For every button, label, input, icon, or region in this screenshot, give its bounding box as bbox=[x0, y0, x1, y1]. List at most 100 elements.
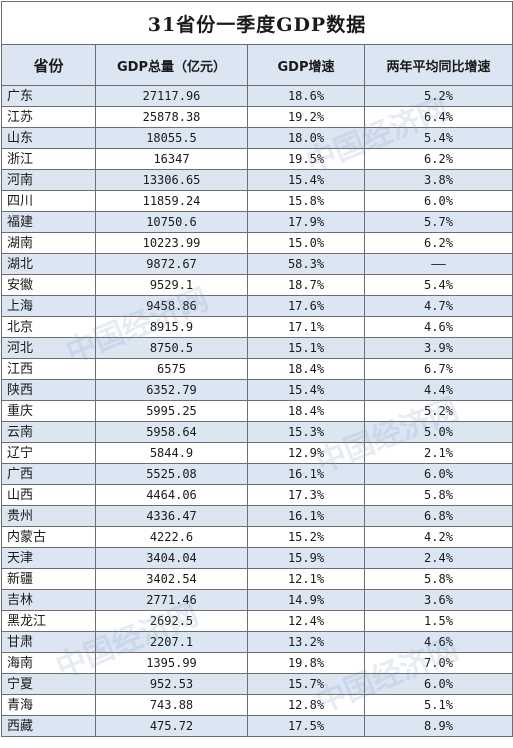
gdp-growth-cell: 15.4% bbox=[247, 169, 365, 191]
gdp-total-cell: 18055.5 bbox=[95, 127, 248, 149]
gdp-total-cell: 9529.1 bbox=[95, 274, 248, 296]
table-row: 甘肃 2207.1 13.2% 4.6% bbox=[1, 631, 513, 653]
table-row: 云南 5958.64 15.3% 5.0% bbox=[1, 421, 513, 443]
table-row: 重庆 5995.25 18.4% 5.2% bbox=[1, 400, 513, 422]
two-year-growth-cell: 6.7% bbox=[364, 358, 513, 380]
gdp-growth-cell: 19.2% bbox=[247, 106, 365, 128]
province-cell: 黑龙江 bbox=[1, 610, 96, 632]
table-row: 广西 5525.08 16.1% 6.0% bbox=[1, 463, 513, 485]
two-year-growth-cell: 6.4% bbox=[364, 106, 513, 128]
province-cell: 云南 bbox=[1, 421, 96, 443]
two-year-growth-cell: 4.4% bbox=[364, 379, 513, 401]
gdp-total-cell: 4222.6 bbox=[95, 526, 248, 548]
two-year-growth-cell: 5.2% bbox=[364, 85, 513, 107]
two-year-growth-cell: 6.2% bbox=[364, 232, 513, 254]
table-row: 内蒙古 4222.6 15.2% 4.2% bbox=[1, 526, 513, 548]
table-row: 江西 6575 18.4% 6.7% bbox=[1, 358, 513, 380]
table-row: 河北 8750.5 15.1% 3.9% bbox=[1, 337, 513, 359]
two-year-growth-cell: 5.2% bbox=[364, 400, 513, 422]
gdp-growth-cell: 18.6% bbox=[247, 85, 365, 107]
table-row: 海南 1395.99 19.8% 7.0% bbox=[1, 652, 513, 674]
two-year-growth-cell: 3.6% bbox=[364, 589, 513, 611]
header-province: 省份 bbox=[1, 44, 96, 86]
gdp-total-cell: 27117.96 bbox=[95, 85, 248, 107]
table-row: 新疆 3402.54 12.1% 5.8% bbox=[1, 568, 513, 590]
gdp-total-cell: 2692.5 bbox=[95, 610, 248, 632]
table-row: 湖北 9872.67 58.3% —— bbox=[1, 253, 513, 275]
header-row: 省份 GDP总量（亿元） GDP增速 两年平均同比增速 bbox=[1, 44, 513, 86]
province-cell: 北京 bbox=[1, 316, 96, 338]
gdp-growth-cell: 19.8% bbox=[247, 652, 365, 674]
gdp-growth-cell: 58.3% bbox=[247, 253, 365, 275]
gdp-total-cell: 16347 bbox=[95, 148, 248, 170]
table-row: 江苏 25878.38 19.2% 6.4% bbox=[1, 106, 513, 128]
province-cell: 湖南 bbox=[1, 232, 96, 254]
gdp-growth-cell: 17.9% bbox=[247, 211, 365, 233]
gdp-growth-cell: 15.7% bbox=[247, 673, 365, 695]
province-cell: 天津 bbox=[1, 547, 96, 569]
gdp-growth-cell: 18.7% bbox=[247, 274, 365, 296]
gdp-total-cell: 743.88 bbox=[95, 694, 248, 716]
province-cell: 福建 bbox=[1, 211, 96, 233]
header-gdp-total: GDP总量（亿元） bbox=[95, 44, 248, 86]
gdp-growth-cell: 12.1% bbox=[247, 568, 365, 590]
province-cell: 陕西 bbox=[1, 379, 96, 401]
gdp-growth-cell: 17.5% bbox=[247, 715, 365, 737]
gdp-total-cell: 10750.6 bbox=[95, 211, 248, 233]
two-year-growth-cell: 5.4% bbox=[364, 127, 513, 149]
gdp-growth-cell: 15.4% bbox=[247, 379, 365, 401]
gdp-growth-cell: 17.1% bbox=[247, 316, 365, 338]
gdp-total-cell: 4464.06 bbox=[95, 484, 248, 506]
gdp-growth-cell: 18.4% bbox=[247, 400, 365, 422]
table-row: 山西 4464.06 17.3% 5.8% bbox=[1, 484, 513, 506]
gdp-total-cell: 13306.65 bbox=[95, 169, 248, 191]
gdp-total-cell: 3404.04 bbox=[95, 547, 248, 569]
gdp-total-cell: 5525.08 bbox=[95, 463, 248, 485]
gdp-total-cell: 952.53 bbox=[95, 673, 248, 695]
two-year-growth-cell: 6.2% bbox=[364, 148, 513, 170]
table-row: 西藏 475.72 17.5% 8.9% bbox=[1, 715, 513, 737]
table-row: 辽宁 5844.9 12.9% 2.1% bbox=[1, 442, 513, 464]
province-cell: 江苏 bbox=[1, 106, 96, 128]
gdp-growth-cell: 15.8% bbox=[247, 190, 365, 212]
two-year-growth-cell: 3.9% bbox=[364, 337, 513, 359]
gdp-growth-cell: 14.9% bbox=[247, 589, 365, 611]
table-row: 陕西 6352.79 15.4% 4.4% bbox=[1, 379, 513, 401]
province-cell: 重庆 bbox=[1, 400, 96, 422]
two-year-growth-cell: 6.0% bbox=[364, 673, 513, 695]
province-cell: 新疆 bbox=[1, 568, 96, 590]
gdp-total-cell: 9458.86 bbox=[95, 295, 248, 317]
gdp-total-cell: 3402.54 bbox=[95, 568, 248, 590]
province-cell: 江西 bbox=[1, 358, 96, 380]
gdp-total-cell: 6575 bbox=[95, 358, 248, 380]
table-row: 天津 3404.04 15.9% 2.4% bbox=[1, 547, 513, 569]
province-cell: 浙江 bbox=[1, 148, 96, 170]
two-year-growth-cell: 4.6% bbox=[364, 316, 513, 338]
gdp-total-cell: 5844.9 bbox=[95, 442, 248, 464]
table-row: 上海 9458.86 17.6% 4.7% bbox=[1, 295, 513, 317]
province-cell: 青海 bbox=[1, 694, 96, 716]
province-cell: 安徽 bbox=[1, 274, 96, 296]
province-cell: 上海 bbox=[1, 295, 96, 317]
gdp-total-cell: 475.72 bbox=[95, 715, 248, 737]
two-year-growth-cell: 4.2% bbox=[364, 526, 513, 548]
table-row: 四川 11859.24 15.8% 6.0% bbox=[1, 190, 513, 212]
gdp-growth-cell: 15.9% bbox=[247, 547, 365, 569]
gdp-total-cell: 2207.1 bbox=[95, 631, 248, 653]
two-year-growth-cell: 5.8% bbox=[364, 568, 513, 590]
gdp-growth-cell: 18.0% bbox=[247, 127, 365, 149]
province-cell: 广东 bbox=[1, 85, 96, 107]
gdp-growth-cell: 18.4% bbox=[247, 358, 365, 380]
table-row: 广东 27117.96 18.6% 5.2% bbox=[1, 85, 513, 107]
gdp-total-cell: 9872.67 bbox=[95, 253, 248, 275]
table-row: 安徽 9529.1 18.7% 5.4% bbox=[1, 274, 513, 296]
province-cell: 河北 bbox=[1, 337, 96, 359]
gdp-growth-cell: 13.2% bbox=[247, 631, 365, 653]
two-year-growth-cell: 6.0% bbox=[364, 190, 513, 212]
two-year-growth-cell: 6.8% bbox=[364, 505, 513, 527]
gdp-growth-cell: 15.2% bbox=[247, 526, 365, 548]
gdp-total-cell: 11859.24 bbox=[95, 190, 248, 212]
province-cell: 西藏 bbox=[1, 715, 96, 737]
